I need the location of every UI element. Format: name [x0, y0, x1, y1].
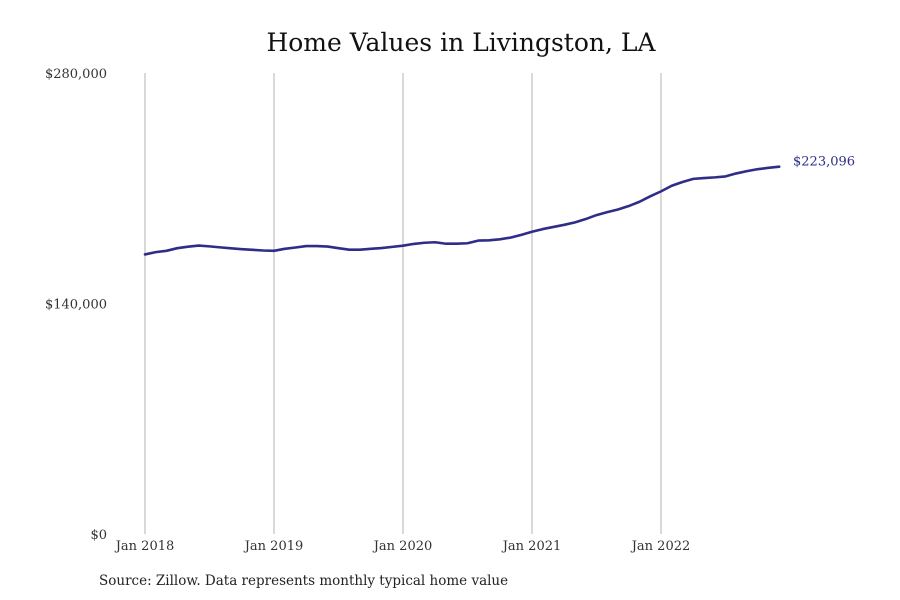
x-gridlines [144, 73, 662, 534]
x-tick-label: Jan 2018 [114, 539, 175, 554]
y-tick-label: $280,000 [45, 67, 107, 82]
x-tick-labels: Jan 2018 Jan 2019 Jan 2020 Jan 2021 Jan 2022 [114, 539, 691, 554]
series-line-home-value [143, 165, 781, 256]
x-tick-label: Jan 2021 [501, 539, 562, 554]
source-note: Source: Zillow. Data represents monthly … [99, 573, 508, 589]
x-tick-label: Jan 2022 [630, 539, 691, 554]
y-tick-label: $0 [90, 528, 107, 543]
chart-title: Home Values in Livingston, LA [266, 28, 656, 57]
end-value-label: $223,096 [793, 155, 855, 170]
x-tick-label: Jan 2019 [243, 539, 304, 554]
y-tick-label: $140,000 [45, 298, 107, 313]
x-tick-label: Jan 2020 [372, 539, 433, 554]
y-tick-labels: $0 $140,000 $280,000 [45, 67, 107, 543]
